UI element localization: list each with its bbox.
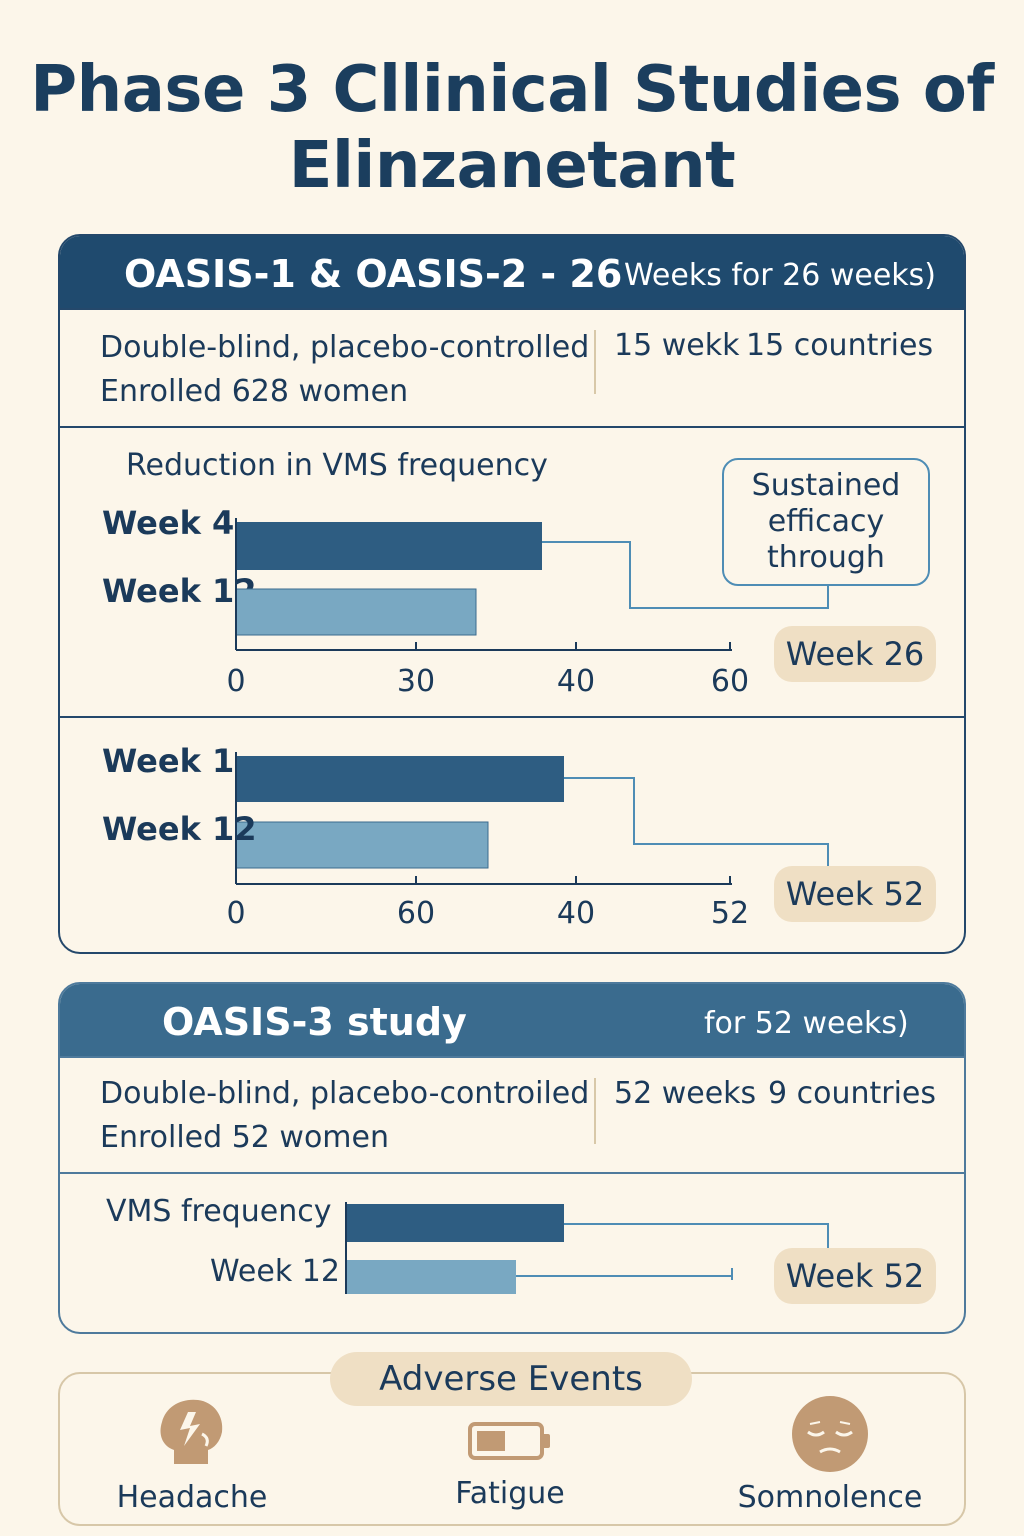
headache-icon xyxy=(160,1399,223,1464)
oasis-3-header: OASIS-3 study for 52 weeks) xyxy=(60,984,964,1056)
chart-a-bracket-connector xyxy=(542,541,829,609)
headache-label: Headache xyxy=(116,1480,268,1515)
chart-c-connector-top xyxy=(564,1223,829,1248)
chart-section-divider xyxy=(60,716,964,718)
oasis-1-2-design-info: Double-blind, placebo-controlled Enrolle… xyxy=(100,326,589,414)
chart-a-category-2: Week 12 xyxy=(102,572,257,610)
info-separator xyxy=(594,330,596,394)
oasis-3-design: Double-blind, placebo-controiled xyxy=(100,1076,590,1111)
chart-a-tick-3: 60 xyxy=(710,664,750,699)
oasis-3-header-subtitle: for 52 weeks) xyxy=(704,1006,909,1041)
sleepy-face-icon xyxy=(792,1396,868,1472)
chart-a-bar-week-4 xyxy=(236,522,542,570)
adverse-events-title: Adverse Events xyxy=(330,1352,692,1406)
oasis-3-header-title: OASIS-3 study xyxy=(162,1000,467,1044)
adverse-event-somnolence: Somnolence xyxy=(730,1394,930,1515)
chart-c-svg xyxy=(345,1202,829,1294)
oasis-1-2-design: Double-blind, placebo-controlled xyxy=(100,330,590,365)
oasis-1-2-header: OASIS-1 & OASIS-2 - 26 Weeks for 26 week… xyxy=(60,236,964,310)
chart-b-bracket-connector xyxy=(564,777,829,866)
chart-b-category-1: Week 1 xyxy=(102,742,235,780)
oasis-1-2-info-row: Double-blind, placebo-controlled Enrolle… xyxy=(60,308,964,428)
oasis-3-info-row: Double-blind, placebo-controiled Enrolle… xyxy=(60,1056,964,1174)
oasis-3-enrolled: Enrolled 52 women xyxy=(100,1120,389,1155)
oasis-3-design-info: Double-blind, placebo-controiled Enrolle… xyxy=(100,1072,589,1160)
oasis-1-2-header-subtitle: Weeks for 26 weeks) xyxy=(624,258,937,293)
oasis-1-2-countries: 15 countries xyxy=(746,328,934,363)
oasis-3-week-52-badge: Week 52 xyxy=(774,1248,936,1304)
chart-b-bar-week-12 xyxy=(235,821,489,869)
chart-a-svg xyxy=(235,518,829,885)
chart-a-bar-week-12 xyxy=(235,588,477,636)
chart-a-category-1: Week 4 xyxy=(102,504,235,542)
somnolence-label: Somnolence xyxy=(737,1480,923,1515)
chart-a-tick-0: 0 xyxy=(226,664,246,699)
adverse-event-fatigue: Fatigue xyxy=(410,1418,610,1511)
chart-b-tick-1: 60 xyxy=(396,896,436,931)
chart-c-category-1: VMS frequency xyxy=(106,1194,332,1229)
page-title-line-2: Elinzanetant xyxy=(288,129,736,203)
page-title: Phase 3 Cllinical Studies of Elinzanetan… xyxy=(0,52,1024,204)
oasis-3-duration: 52 weeks xyxy=(614,1076,757,1111)
week-52-badge: Week 52 xyxy=(774,866,936,922)
chart-b-tick-2: 40 xyxy=(556,896,596,931)
oasis-1-2-duration: 15 wеkk xyxy=(614,328,740,363)
page-title-line-1: Phase 3 Cllinical Studies of xyxy=(30,53,994,127)
info-separator xyxy=(594,1078,596,1144)
chart-c-bar-vms-frequency xyxy=(346,1204,564,1242)
oasis-1-2-header-title: OASIS-1 & OASIS-2 - 26 xyxy=(124,252,623,296)
fatigue-label: Fatigue xyxy=(455,1476,565,1511)
oasis-1-2-card: OASIS-1 & OASIS-2 - 26 Weeks for 26 week… xyxy=(58,234,966,954)
oasis-3-countries: 9 countries xyxy=(768,1076,937,1111)
sustained-efficacy-callout: Sustained efficacy through xyxy=(722,458,930,586)
chart-b-tick-0: 0 xyxy=(226,896,246,931)
chart-b-bar-week-1 xyxy=(236,756,564,802)
chart-a-tick-1: 30 xyxy=(396,664,436,699)
chart-a-title: Reduction in VMS frequency xyxy=(126,448,548,483)
chart-b-tick-3: 52 xyxy=(710,896,750,931)
week-26-badge: Week 26 xyxy=(774,626,936,682)
chart-c-bar-week-12 xyxy=(346,1260,516,1294)
battery-icon xyxy=(468,1422,550,1460)
oasis-3-card: OASIS-3 study for 52 weeks) Double-blind… xyxy=(58,982,966,1334)
oasis-1-2-enrolled: Enrolled 628 women xyxy=(100,374,409,409)
adverse-event-headache: Headache xyxy=(92,1394,292,1515)
chart-a-tick-2: 40 xyxy=(556,664,596,699)
chart-c-category-2: Week 12 xyxy=(210,1254,340,1289)
chart-b-category-2: Week 12 xyxy=(102,810,257,848)
